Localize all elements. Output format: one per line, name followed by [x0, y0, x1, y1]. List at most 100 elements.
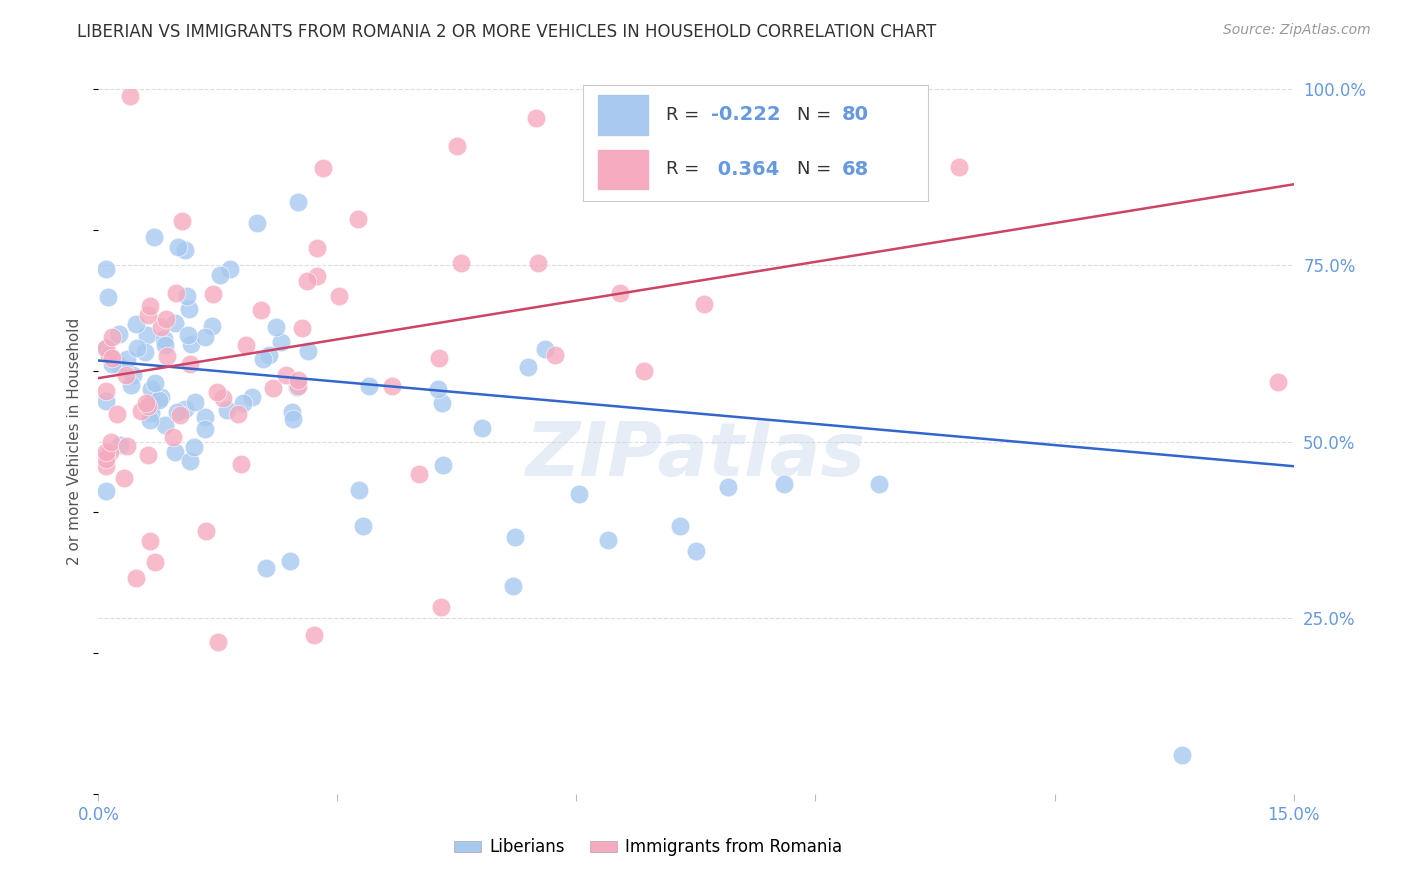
Point — [183, 440, 205, 454]
Point — [98, 348, 121, 362]
Point — [408, 467, 430, 481]
Text: Source: ZipAtlas.com: Source: ZipAtlas.com — [1223, 23, 1371, 37]
Point — [1267, 375, 1289, 389]
Point — [427, 382, 450, 396]
Point — [136, 400, 159, 414]
Point — [297, 344, 319, 359]
Legend: Liberians, Immigrants from Romania: Liberians, Immigrants from Romania — [447, 831, 849, 863]
Point — [1171, 748, 1194, 763]
Point — [162, 429, 184, 443]
Point — [381, 379, 404, 393]
Point — [429, 351, 451, 365]
Point — [117, 439, 139, 453]
Point — [100, 351, 122, 366]
Point — [274, 368, 297, 382]
Point — [212, 391, 235, 405]
Point — [246, 215, 269, 229]
Point — [633, 364, 655, 378]
Point — [163, 445, 186, 459]
Point — [219, 262, 242, 277]
Point — [517, 359, 540, 374]
Point — [115, 368, 138, 383]
Point — [125, 318, 148, 332]
Point — [148, 393, 170, 408]
Point — [207, 635, 229, 649]
Point — [173, 402, 195, 417]
Point — [349, 483, 371, 498]
Point — [302, 628, 325, 642]
Text: R =: R = — [666, 106, 699, 124]
Point — [693, 297, 716, 311]
Point — [108, 358, 131, 372]
Point — [568, 486, 591, 500]
Point — [217, 402, 239, 417]
Point — [155, 312, 177, 326]
Point — [174, 244, 197, 258]
Point — [252, 352, 274, 367]
Point — [446, 138, 468, 153]
Point — [305, 241, 328, 255]
Point — [165, 317, 187, 331]
Point — [287, 379, 309, 393]
Point — [108, 438, 131, 452]
Point — [115, 352, 138, 367]
Point — [107, 327, 129, 342]
Bar — [598, 94, 650, 136]
Point — [194, 410, 217, 425]
Point — [180, 336, 202, 351]
Point — [868, 138, 890, 153]
Point — [149, 390, 172, 404]
Point — [290, 321, 312, 335]
Text: 0.364: 0.364 — [711, 160, 779, 179]
Point — [120, 378, 142, 392]
Point — [232, 396, 254, 410]
Point — [264, 319, 287, 334]
Point — [131, 404, 153, 418]
Point — [287, 373, 309, 387]
Point — [328, 289, 350, 303]
Point — [155, 418, 177, 433]
Point — [201, 318, 224, 333]
Text: -0.222: -0.222 — [711, 105, 780, 124]
Text: N =: N = — [797, 106, 831, 124]
Point — [430, 600, 453, 615]
Text: N =: N = — [797, 161, 831, 178]
Point — [194, 330, 217, 344]
Point — [138, 413, 160, 427]
Point — [205, 384, 228, 399]
Point — [502, 579, 524, 593]
Point — [98, 444, 121, 458]
Point — [96, 341, 118, 355]
Point — [149, 319, 172, 334]
Point — [97, 290, 120, 304]
Point — [176, 327, 198, 342]
Point — [544, 348, 567, 362]
Point — [167, 240, 190, 254]
Point — [141, 406, 163, 420]
Point — [235, 338, 257, 352]
Text: LIBERIAN VS IMMIGRANTS FROM ROMANIA 2 OR MORE VEHICLES IN HOUSEHOLD CORRELATION : LIBERIAN VS IMMIGRANTS FROM ROMANIA 2 OR… — [77, 23, 936, 41]
Point — [156, 349, 179, 363]
Point — [96, 393, 118, 408]
Point — [240, 390, 263, 404]
Point — [136, 448, 159, 462]
Point — [96, 384, 118, 399]
Point — [295, 275, 318, 289]
Point — [669, 519, 692, 533]
Point — [139, 534, 162, 549]
Point — [305, 268, 328, 283]
Text: R =: R = — [666, 161, 699, 178]
Point — [254, 561, 277, 575]
Point — [134, 345, 156, 359]
Point — [209, 268, 232, 282]
Point — [96, 458, 118, 473]
Point — [165, 285, 187, 300]
Point — [685, 543, 707, 558]
Point — [948, 160, 970, 174]
Point — [96, 452, 118, 467]
Point — [278, 554, 301, 568]
Point — [169, 408, 191, 422]
Point — [450, 256, 472, 270]
Point — [262, 381, 284, 395]
Point — [194, 524, 217, 538]
